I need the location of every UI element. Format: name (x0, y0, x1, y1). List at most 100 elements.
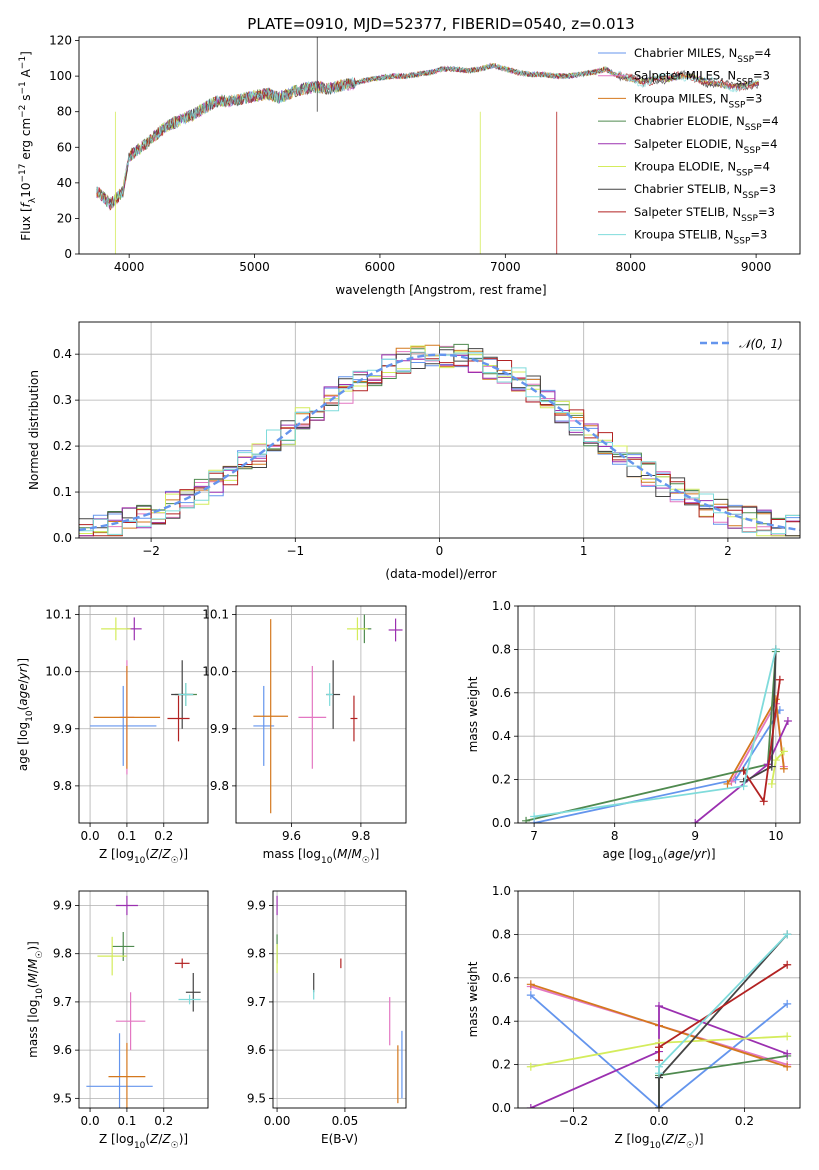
weight-marker (783, 1032, 792, 1041)
x-tick-label: 0.0 (81, 1114, 100, 1128)
x-axis-label: Z [log10(Z/Z☉)] (614, 1132, 703, 1151)
figure-title: PLATE=0910, MJD=52377, FIBERID=0540, z=0… (247, 15, 634, 33)
y-tick-label: 0.6 (492, 686, 511, 700)
y-axis-label: mass weight (466, 961, 480, 1037)
weight-line (530, 1004, 788, 1108)
weight-marker (530, 812, 539, 821)
errorbar-point-4 (388, 618, 403, 642)
errorbar-point-1 (115, 992, 146, 1051)
errorbar-point-4 (115, 895, 138, 916)
weight-marker (655, 1002, 663, 1011)
errorbar-point-2 (108, 1042, 146, 1108)
errorbar-point-8 (178, 994, 201, 1005)
x-axis-label: mass [log10(M/M☉)] (263, 847, 380, 866)
errorbar-point-0 (86, 1033, 153, 1108)
y-tick-label: 9.9 (53, 722, 72, 736)
weight-line (658, 1055, 788, 1108)
weight-line (658, 933, 788, 1074)
plot-area (90, 617, 197, 775)
y-tick-label: 9.9 (247, 898, 266, 912)
weight-marker (783, 999, 792, 1008)
weight-series-7 (739, 675, 784, 806)
weight-marker (783, 1049, 792, 1058)
y-axis-label: Normed distribution (27, 370, 41, 490)
errorbar-point-7 (350, 695, 358, 742)
plot-area (276, 895, 403, 1104)
weight-marker (759, 797, 768, 806)
legend: Chabrier MILES, NSSP=4 Salpeter MILES, NS… (598, 46, 779, 247)
y-tick-label: 0.4 (492, 729, 511, 743)
y-tick-label: 0 (64, 247, 72, 261)
x-axis-label: Z [log10(Z/Z☉)] (99, 1132, 188, 1151)
x-tick-label: 5000 (239, 260, 270, 274)
x-axis-label: (data-model)/error (385, 567, 496, 581)
x-tick-label: −2 (142, 544, 160, 558)
errorbar-point-8 (178, 683, 194, 706)
x-tick-label: 1 (580, 544, 588, 558)
weight-marker (655, 1104, 663, 1108)
weight-marker (655, 1062, 663, 1071)
errorbar-point-7 (167, 695, 190, 742)
plot-area (96, 37, 759, 254)
errorbar-point-2 (93, 665, 161, 769)
y-axis-label: mass [log10(M/M☉)] (26, 941, 45, 1058)
y-tick-label: 20 (57, 211, 72, 225)
x-tick-label: 0.00 (264, 1114, 291, 1128)
y-tick-label: 9.9 (210, 722, 229, 736)
errorbar-point-6 (185, 972, 201, 1012)
x-tick-label: −1 (286, 544, 304, 558)
x-tick-label: 0.0 (81, 829, 100, 843)
axes-frame (78, 890, 209, 1109)
y-tick-label: 9.7 (53, 995, 72, 1009)
y-tick-label: 10.0 (45, 665, 72, 679)
weight-marker (783, 717, 792, 726)
y-tick-label: 0.0 (492, 816, 511, 830)
x-axis-label: wavelength [Angstrom, rest frame] (335, 283, 546, 297)
errorbar-point-7 (174, 958, 190, 969)
x-axis-label: E(B-V) (321, 1132, 358, 1146)
x-tick-label: 0.05 (332, 1114, 359, 1128)
weight-marker (526, 1062, 535, 1071)
y-tick-label: 120 (49, 34, 72, 48)
weight-marker (526, 980, 535, 989)
weight-marker (522, 816, 531, 823)
weight-marker (783, 960, 792, 969)
errorbar-point-0 (90, 685, 157, 766)
x-tick-label: 8000 (615, 260, 646, 274)
weight-line (533, 709, 781, 823)
weight-series-5 (526, 1032, 792, 1071)
x-tick-label: 7000 (490, 260, 521, 274)
y-tick-label: 9.9 (53, 898, 72, 912)
legend-entry-2: Kroupa MILES, NSSP=3 (634, 91, 762, 110)
weight-marker (775, 675, 784, 684)
weight-marker (783, 1062, 792, 1071)
x-tick-label: 6000 (365, 260, 396, 274)
y-axis-label: mass weight (466, 676, 480, 752)
y-tick-label: 10.0 (202, 665, 229, 679)
weight-series-7 (655, 960, 792, 1065)
x-tick-label: 0 (436, 544, 444, 558)
y-tick-label: 10.1 (202, 608, 229, 622)
legend-entry-6: Chabrier STELIB, NSSP=3 (634, 182, 776, 201)
legend-entry-5: Kroupa ELODIE, NSSP=4 (634, 160, 770, 179)
weight-series-8 (655, 930, 792, 1078)
axes-residual-histogram: −2 −1 0 1 2 0.0 0.1 0.2 0.3 0.4 (data-model)/error… (27, 321, 801, 581)
x-tick-label: 0.2 (735, 1114, 754, 1128)
y-tick-label: 9.6 (53, 1043, 72, 1057)
axes-frame (517, 890, 801, 1109)
axes-weight-vs-age: 7 8 9 10 0.0 0.2 0.4 0.6 0.8 1.0 age [log10(age/yr… (466, 599, 801, 866)
weight-marker (779, 747, 788, 756)
legend-entry-normal: 𝒩(0, 1) (739, 337, 783, 351)
x-tick-label: 8 (611, 829, 619, 843)
y-tick-label: 0.2 (53, 439, 72, 453)
weight-marker (526, 1104, 535, 1108)
y-tick-label: 40 (57, 176, 72, 190)
legend-entry-8: Kroupa STELIB, NSSP=3 (634, 228, 767, 247)
x-tick-label: 4000 (114, 260, 145, 274)
axes-frame (78, 321, 801, 539)
legend-entry-7: Salpeter STELIB, NSSP=3 (634, 205, 775, 224)
plot-area (526, 930, 792, 1108)
x-tick-label: 0.0 (649, 1114, 668, 1128)
x-tick-label: 9 (691, 829, 699, 843)
y-tick-label: 0.0 (53, 531, 72, 545)
